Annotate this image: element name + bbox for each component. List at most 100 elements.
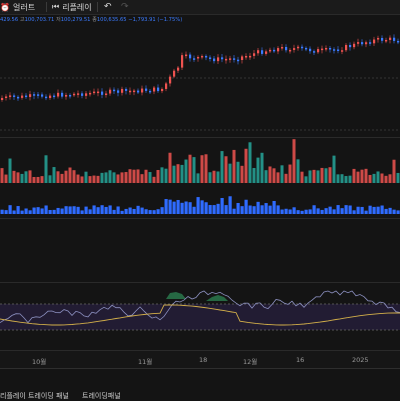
undo-icon: ↶	[104, 2, 112, 12]
secondary-volume-bar	[104, 206, 108, 214]
volume-bar	[88, 176, 92, 183]
candle	[197, 56, 200, 59]
secondary-volume-bar	[188, 202, 192, 214]
volume-bar	[48, 175, 52, 183]
candle	[49, 95, 52, 99]
rsi-line	[0, 290, 400, 324]
secondary-volume-bar	[280, 209, 284, 214]
redo-button[interactable]: ↷	[121, 2, 129, 12]
volume-bar	[188, 154, 192, 183]
candle	[149, 90, 152, 93]
candle	[57, 92, 60, 97]
rsi-pane[interactable]	[0, 283, 400, 350]
candle	[325, 48, 328, 50]
volume-bar	[44, 155, 48, 183]
volume-pane[interactable]	[0, 136, 400, 186]
candle	[53, 95, 56, 98]
candle	[93, 91, 96, 94]
volume-bar	[372, 173, 376, 183]
volume-bar	[228, 163, 232, 183]
secondary-volume-pane[interactable]	[0, 186, 400, 218]
candle	[173, 70, 176, 77]
secondary-volume-bar	[80, 210, 84, 214]
volume-bar	[336, 174, 340, 183]
candle	[33, 94, 36, 96]
volume-bar	[156, 169, 160, 183]
volume-bar	[376, 171, 380, 183]
secondary-volume-bar	[108, 205, 112, 214]
volume-bar	[28, 170, 32, 183]
secondary-volume-bar	[128, 207, 132, 214]
secondary-volume-bar	[200, 200, 204, 214]
secondary-volume-bar	[324, 208, 328, 214]
volume-bar	[356, 171, 360, 183]
volume-bar	[140, 174, 144, 183]
price-chart-pane[interactable]	[0, 26, 400, 136]
candle	[105, 93, 108, 96]
volume-bar	[112, 172, 116, 183]
volume-bar	[8, 158, 12, 183]
candle	[233, 58, 236, 60]
tab-trading-panel[interactable]: 트레이딩패널	[82, 392, 121, 400]
replay-label: 리플레이	[62, 2, 92, 12]
volume-bar	[276, 172, 280, 183]
volume-bar	[204, 154, 208, 183]
candle	[317, 49, 320, 53]
rsi-ma-line	[0, 304, 400, 326]
volume-bar	[180, 164, 184, 183]
candle	[121, 88, 124, 93]
candle	[249, 55, 252, 58]
ohlc-low: 100,279.51	[60, 17, 91, 23]
secondary-volume-bar	[316, 208, 320, 214]
candle	[257, 50, 260, 54]
time-axis-label: 16	[296, 356, 305, 364]
volume-bar	[136, 169, 140, 183]
volume-bar	[256, 157, 260, 183]
secondary-volume-bar	[148, 210, 152, 214]
tab-replay-trading-panel[interactable]: 리플레이 트레이딩 패널	[0, 392, 69, 400]
volume-bar	[296, 159, 300, 183]
volume-bar	[128, 169, 132, 183]
volume-bar	[332, 155, 336, 183]
volume-bar	[116, 174, 120, 183]
volume-bar	[172, 165, 176, 183]
candle	[289, 49, 292, 52]
volume-bar	[236, 161, 240, 183]
volume-bar	[36, 176, 40, 183]
empty-indicator-pane[interactable]	[0, 219, 400, 281]
secondary-volume-bar	[156, 209, 160, 214]
secondary-volume-bar	[208, 205, 212, 214]
volume-bar	[388, 174, 392, 183]
secondary-volume-bar	[380, 205, 384, 214]
secondary-volume-bar	[192, 206, 196, 214]
alert-button[interactable]: ⏰ 얼러트	[0, 2, 35, 12]
volume-bar	[132, 169, 136, 183]
volume-bar	[216, 171, 220, 183]
volume-bar	[92, 175, 96, 183]
volume-bar	[148, 172, 152, 183]
volume-bar	[212, 170, 216, 183]
candle	[201, 55, 204, 58]
candle	[185, 54, 188, 57]
time-axis-label: 2025	[352, 356, 369, 364]
candle	[165, 83, 168, 89]
volume-bar	[108, 170, 112, 183]
volume-bar	[144, 169, 148, 183]
secondary-volume-bar	[144, 209, 148, 214]
secondary-volume-bar	[4, 210, 8, 214]
volume-bar	[344, 176, 348, 183]
candle	[117, 90, 120, 93]
secondary-volume-bar	[284, 208, 288, 214]
time-axis-label: 18	[199, 356, 208, 364]
secondary-volume-bar	[64, 206, 68, 214]
secondary-volume-bar	[16, 206, 20, 214]
secondary-volume-bar	[124, 208, 128, 214]
alarm-clock-icon: ⏰	[0, 2, 10, 12]
volume-bar	[0, 168, 4, 183]
undo-button[interactable]: ↶	[104, 2, 112, 12]
candle	[269, 49, 272, 52]
candle	[285, 46, 288, 51]
candle	[81, 93, 84, 96]
candle	[393, 37, 396, 41]
replay-button[interactable]: ⏮ 리플레이	[52, 2, 92, 12]
